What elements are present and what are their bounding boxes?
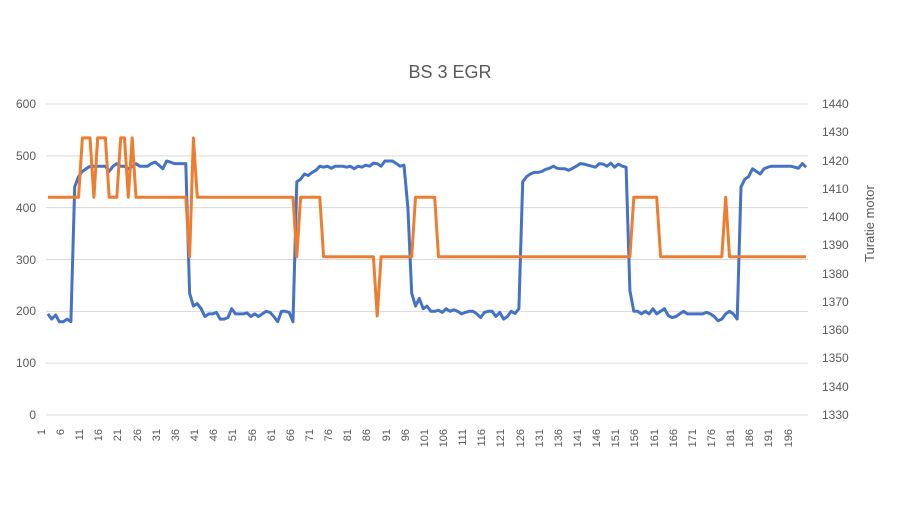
x-tick-label: 71 bbox=[303, 429, 316, 442]
x-tick-label: 181 bbox=[725, 429, 738, 448]
x-tick-label: 96 bbox=[399, 429, 412, 442]
y-tick-label: 100 bbox=[15, 356, 36, 371]
y-tick-label: 500 bbox=[15, 148, 36, 163]
x-tick-label: 126 bbox=[514, 429, 527, 448]
x-tick-label: 21 bbox=[112, 429, 125, 442]
x-tick-label: 101 bbox=[418, 429, 431, 448]
series-1-line bbox=[46, 159, 808, 324]
x-tick-label: 26 bbox=[131, 429, 144, 442]
y2-tick-label: 1400 bbox=[822, 210, 849, 225]
x-tick-label: 11 bbox=[74, 429, 87, 441]
x-tick-label: 191 bbox=[763, 429, 776, 448]
y2-tick-label: 1390 bbox=[822, 238, 849, 253]
x-tick-label: 141 bbox=[571, 429, 584, 448]
x-tick-label: 31 bbox=[150, 429, 163, 442]
x-tick-label: 61 bbox=[265, 429, 278, 442]
x-tick-label: 176 bbox=[706, 429, 718, 448]
y2-tick-label: 1430 bbox=[822, 125, 849, 140]
y2-tick-label: 1420 bbox=[822, 153, 849, 168]
chart-title: BS 3 EGR bbox=[408, 62, 492, 82]
y2-tick-label: 1410 bbox=[822, 181, 849, 196]
x-tick-label: 16 bbox=[93, 429, 106, 442]
y2-tick-label: 1330 bbox=[822, 408, 849, 422]
x-tick-label: 6 bbox=[55, 429, 68, 436]
x-tick-label: 36 bbox=[169, 429, 182, 442]
turatie-motor-line bbox=[47, 136, 807, 318]
y-tick-label: 400 bbox=[15, 200, 36, 215]
x-tick-label: 106 bbox=[437, 429, 450, 448]
x-tick-label: 66 bbox=[284, 429, 297, 442]
x-tick-label: 76 bbox=[323, 429, 336, 442]
x-tick-label: 91 bbox=[380, 429, 393, 442]
y2-tick-label: 1440 bbox=[822, 97, 849, 111]
x-tick-label: 41 bbox=[189, 429, 202, 442]
x-tick-label: 116 bbox=[476, 429, 489, 447]
x-tick-label: 166 bbox=[667, 429, 680, 448]
x-tick-label: 161 bbox=[648, 429, 661, 448]
x-tick-label: 131 bbox=[533, 429, 546, 448]
x-tick-label: 186 bbox=[744, 429, 757, 448]
x-tick-label: 196 bbox=[782, 429, 795, 448]
x-tick-label: 136 bbox=[552, 429, 565, 448]
y-tick-label: 200 bbox=[15, 304, 36, 319]
y2-axis-title: Turatie motor bbox=[862, 185, 877, 262]
x-tick-label: 156 bbox=[629, 429, 642, 448]
y2-tick-label: 1380 bbox=[822, 266, 849, 281]
x-tick-label: 146 bbox=[591, 429, 604, 448]
y2-tick-label: 1370 bbox=[822, 294, 849, 309]
x-tick-label: 1 bbox=[35, 429, 48, 436]
x-tick-label: 171 bbox=[686, 429, 699, 448]
y-tick-label: 0 bbox=[29, 408, 36, 422]
y-tick-label: 600 bbox=[15, 97, 36, 111]
y2-tick-label: 1340 bbox=[822, 379, 849, 394]
x-tick-label: 151 bbox=[610, 429, 623, 448]
y2-tick-label: 1360 bbox=[822, 323, 849, 338]
y2-tick-label: 1350 bbox=[822, 351, 849, 366]
x-tick-label: 56 bbox=[246, 429, 259, 442]
x-tick-label: 111 bbox=[457, 429, 470, 446]
x-tick-label: 51 bbox=[227, 429, 240, 442]
x-tick-label: 121 bbox=[495, 429, 508, 448]
y-tick-label: 300 bbox=[15, 252, 36, 267]
x-tick-label: 46 bbox=[208, 429, 221, 442]
x-tick-label: 81 bbox=[342, 429, 355, 442]
x-tick-label: 86 bbox=[361, 429, 374, 442]
